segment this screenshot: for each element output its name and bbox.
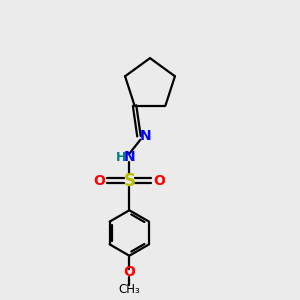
Text: N: N [124,150,135,164]
Text: CH₃: CH₃ [118,283,140,296]
Text: H: H [116,151,127,164]
Text: S: S [123,172,135,190]
Text: O: O [153,173,165,188]
Text: O: O [123,265,135,279]
Text: N: N [139,129,151,143]
Text: O: O [94,173,106,188]
